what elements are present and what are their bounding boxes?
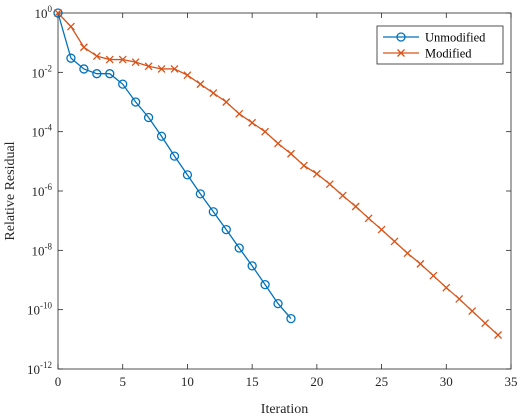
legend: Unmodified Modified <box>376 25 504 65</box>
data-point-unmodified <box>53 8 63 18</box>
x-tick-label: 15 <box>246 374 259 389</box>
y-tick-label: 10-2 <box>32 63 53 80</box>
data-point-unmodified <box>260 279 270 290</box>
data-point-modified <box>481 319 490 328</box>
data-point-unmodified <box>234 243 244 253</box>
data-point-modified <box>403 249 412 258</box>
y-tick-label: 10-12 <box>27 360 52 377</box>
data-point-unmodified <box>105 69 115 79</box>
data-point-modified <box>429 271 438 280</box>
y-tick-label: 10-10 <box>27 301 52 318</box>
legend-box <box>376 25 504 65</box>
data-point-modified <box>66 22 75 31</box>
axis-ticks: 0 5 10 15 20 25 30 35 10-12 10-10 10-8 10-6 10-4 10-2… <box>27 4 518 389</box>
data-point-modified <box>468 307 477 315</box>
x-tick-label: 35 <box>505 374 518 389</box>
data-point-modified <box>377 225 386 234</box>
data-point-unmodified <box>143 112 154 123</box>
data-point-modified <box>416 259 425 268</box>
data-point-modified <box>261 127 270 136</box>
axes-frame <box>57 12 512 370</box>
x-tick-label: 30 <box>440 374 453 389</box>
data-point-unmodified <box>273 298 283 309</box>
series-line-unmodified <box>57 12 292 320</box>
x-axis-title: Iteration <box>261 402 308 417</box>
data-point-modified <box>442 283 451 292</box>
y-tick-label: 100 <box>35 4 53 21</box>
data-point-modified <box>494 331 503 339</box>
data-point-modified <box>209 89 218 98</box>
data-point-modified <box>248 118 257 127</box>
legend-label: Modified <box>425 47 472 61</box>
data-point-modified <box>351 202 360 211</box>
data-point-modified <box>54 9 62 17</box>
data-point-modified <box>144 62 153 71</box>
legend-marker-circle <box>396 32 406 42</box>
data-point-modified <box>157 64 166 73</box>
data-point-unmodified <box>169 151 180 161</box>
data-point-modified <box>170 64 179 73</box>
data-point-modified <box>364 214 373 223</box>
data-point-modified <box>274 139 282 148</box>
data-point-modified <box>287 149 295 158</box>
legend-entry-unmodified: Unmodified <box>383 31 486 45</box>
data-point-unmodified <box>118 79 128 89</box>
x-tick-label: 25 <box>375 374 388 389</box>
data-point-unmodified <box>92 69 102 79</box>
data-point-unmodified <box>66 53 76 63</box>
data-point-modified <box>79 43 88 52</box>
data-point-modified <box>338 191 347 200</box>
data-point-modified <box>222 98 231 106</box>
data-point-unmodified <box>156 131 167 141</box>
data-point-modified <box>455 294 464 303</box>
y-tick-label: 10-6 <box>32 182 53 199</box>
data-point-modified <box>183 71 192 80</box>
data-point-modified <box>131 58 140 67</box>
plot-area <box>57 12 512 370</box>
y-tick-label: 10-4 <box>32 123 53 140</box>
x-tick-label: 5 <box>119 374 126 389</box>
data-point-modified <box>299 161 308 170</box>
data-point-unmodified <box>286 313 296 324</box>
data-point-modified <box>325 180 334 189</box>
data-point-unmodified <box>247 261 257 271</box>
data-point-unmodified <box>221 224 231 235</box>
series-markers <box>53 8 503 339</box>
legend-label: Unmodified <box>425 31 486 45</box>
data-point-unmodified <box>79 64 89 74</box>
data-point-unmodified <box>195 189 206 199</box>
data-point-modified <box>390 237 399 246</box>
data-point-modified <box>235 109 244 118</box>
data-point-modified <box>196 80 205 89</box>
data-point-modified <box>312 169 321 178</box>
data-point-modified <box>118 55 127 64</box>
x-tick-label: 10 <box>181 374 194 389</box>
data-point-modified <box>92 52 101 61</box>
x-tick-label: 20 <box>310 374 323 389</box>
legend-entry-modified: Modified <box>383 47 472 61</box>
y-axis-title: Relative Residual <box>3 141 18 240</box>
data-point-unmodified <box>208 207 218 217</box>
y-tick-label: 10-8 <box>32 241 53 258</box>
data-point-unmodified <box>131 97 141 107</box>
x-tick-label: 0 <box>55 374 62 389</box>
data-point-unmodified <box>182 170 193 180</box>
data-point-modified <box>105 55 114 64</box>
